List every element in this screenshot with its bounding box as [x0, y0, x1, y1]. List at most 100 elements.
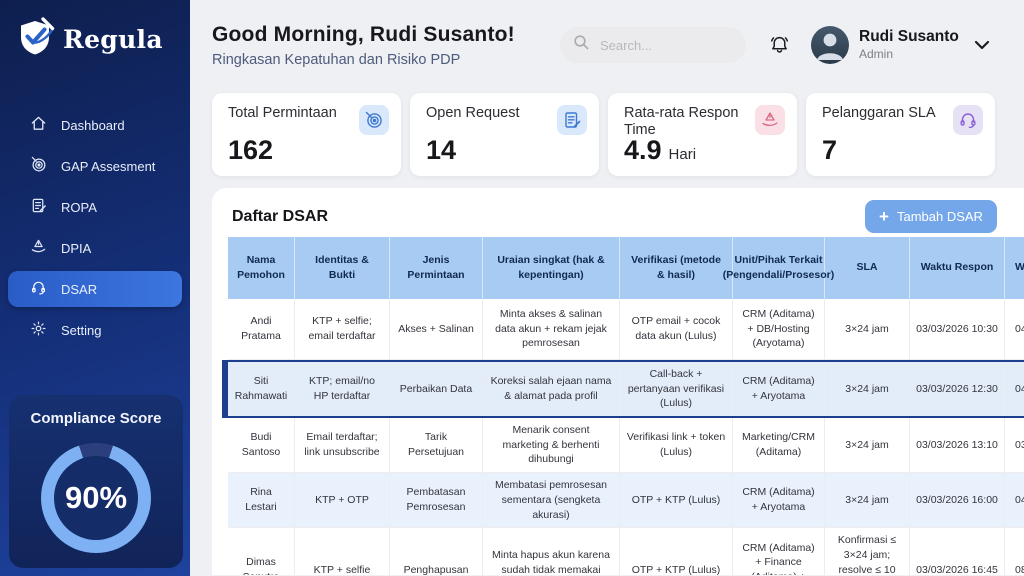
sidebar-item-ropa[interactable]: ROPA	[8, 189, 182, 225]
table-header-row: Nama Pemohon Identitas & Bukti Jenis Permi…	[228, 237, 1024, 299]
search-bar[interactable]	[560, 27, 746, 63]
table-body: Andi Pratama KTP + selfie; email terdafta…	[222, 299, 1024, 575]
compliance-gauge-hole: 90%	[54, 456, 138, 540]
table-cell: 03	[1005, 418, 1024, 472]
topbar: Good Morning, Rudi Susanto! Ringkasan Ke…	[212, 14, 1024, 76]
hand-alert-icon	[755, 105, 785, 135]
table-cell: Dimas Saputra	[228, 528, 295, 575]
table-row[interactable]: Siti Rahmawati KTP; email/no HP terdaftar…	[222, 360, 1024, 419]
column-header: SLA	[825, 237, 910, 299]
dsar-title: Daftar DSAR	[232, 207, 329, 225]
plus-icon: +	[879, 207, 889, 226]
bell-icon[interactable]	[768, 34, 791, 57]
table-cell: Menarik consent marketing & berhenti dih…	[483, 418, 620, 473]
sidebar-item-label: DSAR	[61, 281, 98, 297]
table-cell: 04/	[1005, 362, 1024, 416]
add-dsar-button[interactable]: + Tambah DSAR	[865, 200, 997, 233]
stat-cards: Total Permintaan 162 Open Request	[212, 93, 995, 176]
table-cell: OTP + KTP (Lulus)	[620, 473, 733, 528]
table-row[interactable]: Budi Santoso Email terdaftar; link unsubs…	[228, 418, 1024, 474]
stat-unit: Hari	[668, 146, 697, 163]
table-cell: 08/	[1005, 528, 1024, 575]
sidebar: Regula Dashboard GAP Assesment	[0, 0, 190, 576]
table-cell: Perbaikan Data	[390, 362, 483, 417]
column-header: W	[1005, 237, 1024, 299]
user-menu[interactable]: Rudi Susanto Admin	[859, 28, 959, 62]
table-row[interactable]: Andi Pratama KTP + selfie; email terdafta…	[228, 299, 1024, 360]
column-header: Waktu Respon	[910, 237, 1005, 299]
table-cell: Budi Santoso	[228, 418, 295, 473]
search-input[interactable]	[598, 36, 733, 54]
table-cell: 03/03/2026 12:30	[910, 362, 1005, 417]
table-cell: 3×24 jam	[825, 473, 910, 528]
stat-value: 4.9	[624, 135, 662, 165]
table-cell: Pembatasan Pemrosesan	[390, 473, 483, 528]
table-cell: CRM (Aditama) + Finance (Aditama) + Aryo…	[733, 528, 825, 575]
table-cell: 3×24 jam	[825, 418, 910, 473]
brand-name: Regula	[63, 25, 163, 54]
stat-card-respon-time: Rata-rata Respon Time 4.9 Hari	[608, 93, 797, 176]
sidebar-item-label: Dashboard	[61, 117, 125, 133]
avatar[interactable]	[811, 26, 849, 64]
greeting-block: Good Morning, Rudi Susanto! Ringkasan Ke…	[212, 23, 560, 68]
table-cell: Rina Lestari	[228, 473, 295, 528]
table-cell: Verifikasi link + token (Lulus)	[620, 418, 733, 473]
sidebar-item-dsar[interactable]: DSAR	[8, 271, 182, 307]
sidebar-nav: Dashboard GAP Assesment	[0, 107, 190, 348]
compliance-gauge: 90%	[41, 443, 151, 553]
search-icon	[573, 34, 590, 56]
table-cell: KTP; email/no HP terdaftar	[295, 362, 390, 417]
sidebar-item-gap-assesment[interactable]: GAP Assesment	[8, 148, 182, 184]
table-cell: Email terdaftar; link unsubscribe	[295, 418, 390, 473]
home-icon	[30, 115, 47, 135]
table-cell: Minta hapus akun karena sudah tidak mema…	[483, 528, 620, 575]
target-icon	[359, 105, 389, 135]
table-cell: Membatasi pemrosesan sementara (sengketa…	[483, 473, 620, 528]
page-title: Good Morning, Rudi Susanto!	[212, 22, 515, 46]
stat-value: 14	[426, 135, 457, 165]
stat-value: 7	[822, 135, 838, 165]
column-header: Uraian singkat (hak & kepentingan)	[483, 237, 620, 299]
table-cell: 04/	[1005, 473, 1024, 527]
table-cell: Siti Rahmawati	[228, 362, 295, 417]
table-cell: Penghapusan	[390, 528, 483, 575]
stat-card-open-request: Open Request 14	[410, 93, 599, 176]
dsar-panel-header: Daftar DSAR + Tambah DSAR	[212, 188, 1024, 237]
gear-icon	[30, 320, 47, 340]
sidebar-item-label: GAP Assesment	[61, 158, 156, 174]
stat-label: Total Permintaan	[228, 105, 337, 121]
table-cell: Tarik Persetujuan	[390, 418, 483, 473]
headset-icon	[30, 279, 47, 299]
table-cell: 03/03/2026 16:45	[910, 528, 1005, 575]
sidebar-item-dashboard[interactable]: Dashboard	[8, 107, 182, 143]
table-cell: 3×24 jam	[825, 299, 910, 359]
stat-label: Rata-rata Respon Time	[624, 105, 739, 139]
clipboard-icon	[30, 197, 47, 217]
column-header: Verifikasi (metode & hasil)	[620, 237, 733, 299]
dsar-table: Nama Pemohon Identitas & Bukti Jenis Permi…	[222, 237, 1024, 575]
table-cell: 3×24 jam	[825, 362, 910, 417]
table-row[interactable]: Rina Lestari KTP + OTP Pembatasan Pemroses…	[228, 473, 1024, 529]
table-cell: 03/03/2026 16:00	[910, 473, 1005, 528]
chevron-down-icon[interactable]	[974, 40, 990, 50]
table-cell: Marketing/CRM (Aditama)	[733, 418, 825, 473]
sidebar-item-label: Setting	[61, 322, 102, 338]
add-dsar-label: Tambah DSAR	[896, 209, 983, 224]
table-cell: 03/03/2026 10:30	[910, 299, 1005, 359]
table-cell: OTP email + cocok data akun (Lulus)	[620, 299, 733, 359]
sidebar-item-label: ROPA	[61, 199, 97, 215]
table-row[interactable]: Dimas SaputraKTP + selfiePenghapusanMint…	[228, 528, 1024, 575]
checklist-icon	[557, 105, 587, 135]
table-cell: OTP + KTP (Lulus)	[620, 528, 733, 575]
table-cell: CRM (Aditama) + Aryotama	[733, 473, 825, 528]
sidebar-item-setting[interactable]: Setting	[8, 312, 182, 348]
stat-card-pelanggaran-sla: Pelanggaran SLA 7	[806, 93, 995, 176]
table-cell: Koreksi salah ejaan nama & alamat pada p…	[483, 362, 620, 417]
table-cell: Minta akses & salinan data akun + rekam …	[483, 299, 620, 359]
table-cell: Call-back + pertanyaan verifikasi (Lulus…	[620, 362, 733, 417]
sidebar-item-dpia[interactable]: DPIA	[8, 230, 182, 266]
table-cell: 04/	[1005, 299, 1024, 359]
compliance-score-title: Compliance Score	[30, 410, 162, 427]
sidebar-item-label: DPIA	[61, 240, 92, 256]
